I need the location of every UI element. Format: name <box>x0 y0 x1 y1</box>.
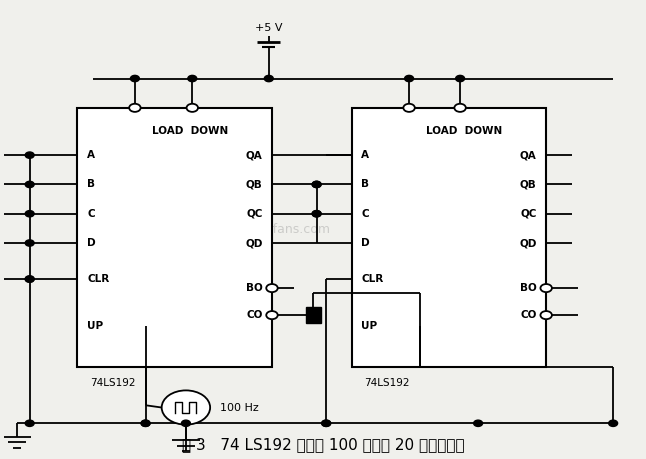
Bar <box>78 108 272 367</box>
Text: QC: QC <box>246 209 262 219</box>
Text: LOAD  DOWN: LOAD DOWN <box>152 126 229 136</box>
Text: BO: BO <box>520 283 537 293</box>
Circle shape <box>266 311 278 319</box>
Circle shape <box>312 211 321 217</box>
Text: QD: QD <box>245 238 262 248</box>
Text: A: A <box>361 150 370 160</box>
Bar <box>306 307 321 323</box>
Text: CLR: CLR <box>361 274 384 284</box>
Circle shape <box>187 104 198 112</box>
Circle shape <box>141 420 150 426</box>
Text: QD: QD <box>519 238 537 248</box>
Text: 74LS192: 74LS192 <box>90 378 135 388</box>
Text: B: B <box>87 179 95 190</box>
Text: BO: BO <box>245 283 262 293</box>
Text: 100 Hz: 100 Hz <box>220 403 258 413</box>
Text: LOAD  DOWN: LOAD DOWN <box>426 126 503 136</box>
Circle shape <box>474 420 483 426</box>
Circle shape <box>403 104 415 112</box>
Circle shape <box>25 240 34 246</box>
Circle shape <box>25 211 34 217</box>
Circle shape <box>322 420 331 426</box>
Circle shape <box>162 391 210 425</box>
Circle shape <box>25 276 34 282</box>
Text: CO: CO <box>246 310 262 320</box>
Text: C: C <box>87 209 95 219</box>
Text: QA: QA <box>520 150 537 160</box>
Circle shape <box>312 181 321 188</box>
Text: UP: UP <box>87 321 103 331</box>
Text: +5 V: +5 V <box>255 23 282 34</box>
Circle shape <box>141 420 150 426</box>
Circle shape <box>129 104 141 112</box>
Circle shape <box>322 420 331 426</box>
Text: B: B <box>361 179 370 190</box>
Circle shape <box>541 284 552 292</box>
Circle shape <box>25 181 34 188</box>
Circle shape <box>130 75 140 82</box>
Circle shape <box>25 276 34 282</box>
Text: 图 3   74 LS192 构成的 100 分频和 20 分频电路图: 图 3 74 LS192 构成的 100 分频和 20 分频电路图 <box>182 437 464 453</box>
Circle shape <box>609 420 618 426</box>
Bar <box>351 108 546 367</box>
Text: CO: CO <box>520 310 537 320</box>
Text: www.elecfans.com: www.elecfans.com <box>213 223 331 236</box>
Text: D: D <box>361 238 370 248</box>
Circle shape <box>264 75 273 82</box>
Text: QB: QB <box>245 179 262 190</box>
Circle shape <box>455 75 464 82</box>
Circle shape <box>25 152 34 158</box>
Text: C: C <box>361 209 369 219</box>
Circle shape <box>266 284 278 292</box>
Circle shape <box>182 420 191 426</box>
Text: QB: QB <box>520 179 537 190</box>
Circle shape <box>312 211 321 217</box>
Circle shape <box>188 75 197 82</box>
Text: A: A <box>87 150 95 160</box>
Text: QA: QA <box>245 150 262 160</box>
Text: 74LS192: 74LS192 <box>364 378 410 388</box>
Text: UP: UP <box>361 321 377 331</box>
Circle shape <box>312 181 321 188</box>
Circle shape <box>541 311 552 319</box>
Circle shape <box>454 104 466 112</box>
Text: QC: QC <box>520 209 537 219</box>
Text: CLR: CLR <box>87 274 109 284</box>
Circle shape <box>25 420 34 426</box>
Circle shape <box>404 75 413 82</box>
Text: D: D <box>87 238 96 248</box>
